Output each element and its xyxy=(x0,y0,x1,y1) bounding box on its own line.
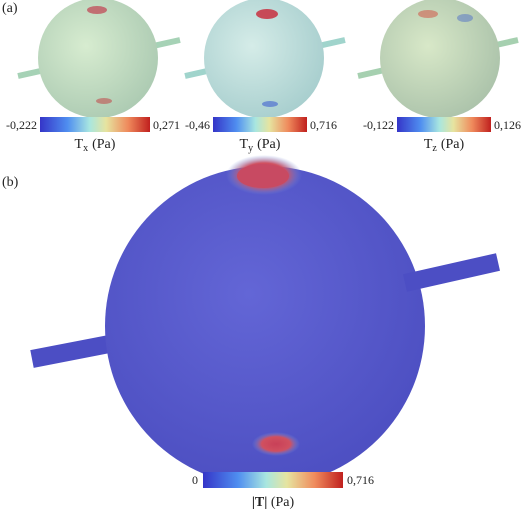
rod xyxy=(403,253,500,292)
colorbar-max: 0,716 xyxy=(347,473,374,487)
hotspot xyxy=(252,432,300,456)
sphere xyxy=(105,166,425,486)
hotspot xyxy=(237,164,289,188)
colorbar-min: -0,122 xyxy=(363,118,394,132)
symbol: T xyxy=(240,137,249,152)
hotspot xyxy=(87,6,107,14)
sphere xyxy=(38,0,158,118)
colorbar xyxy=(203,472,343,488)
hotspot xyxy=(457,14,473,22)
hotspot xyxy=(96,98,112,104)
colorbar-title: Ty (Pa) xyxy=(240,137,281,154)
colorbar-min: -0,46 xyxy=(185,118,210,132)
colorbar-min: -0,222 xyxy=(6,118,37,132)
hotspot xyxy=(418,10,438,18)
colorbar xyxy=(40,117,150,132)
colorbar xyxy=(397,117,491,132)
colorbar-max: 0,271 xyxy=(153,118,180,132)
sphere xyxy=(204,0,324,118)
unit: (Pa) xyxy=(92,137,116,152)
panel-label: (b) xyxy=(2,175,19,190)
colorbar-title: |T| (Pa) xyxy=(252,495,295,510)
unit: (Pa) xyxy=(257,137,281,152)
unit: (Pa) xyxy=(271,495,295,510)
colorbar-max: 0,126 xyxy=(494,118,521,132)
colorbar-min: 0 xyxy=(192,473,198,487)
colorbar xyxy=(213,117,307,132)
colorbar-max: 0,716 xyxy=(310,118,337,132)
subscript: x xyxy=(83,143,88,154)
symbol: T xyxy=(424,137,433,152)
colorbar-title: Tx (Pa) xyxy=(75,137,116,154)
colorbar-title: Tz (Pa) xyxy=(424,137,465,154)
unit: (Pa) xyxy=(441,137,465,152)
symbol: |T| xyxy=(252,495,268,510)
panel-label: (a) xyxy=(2,1,18,16)
hotspot xyxy=(262,101,278,107)
subscript: y xyxy=(248,143,253,154)
hotspot xyxy=(256,9,278,19)
symbol: T xyxy=(75,137,84,152)
subscript: z xyxy=(432,143,437,154)
sphere xyxy=(380,0,500,118)
